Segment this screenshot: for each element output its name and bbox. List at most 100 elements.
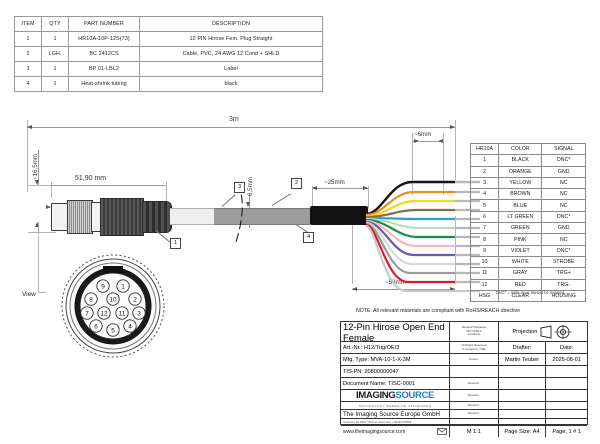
view-label: View xyxy=(22,291,36,298)
view-leader-line2 xyxy=(38,292,46,293)
wire-header-color: COLOR xyxy=(498,142,543,156)
table-row: 11 GRAY TRG+ xyxy=(469,267,586,280)
dim-ext-6mm-b xyxy=(443,133,444,195)
rohs-note: NOTE: All relevant materials are complia… xyxy=(356,308,521,314)
bom-header-item: ITEM xyxy=(14,16,42,32)
bom-cell-part-number: BP 01-LBL2 xyxy=(68,61,140,77)
projection-label: Projection xyxy=(512,328,538,335)
svg-text:7: 7 xyxy=(85,310,89,317)
heat-shrink-tubing xyxy=(310,206,368,225)
wire-color: ORANGE xyxy=(498,165,543,178)
revision-value-3 xyxy=(499,402,547,409)
wire-color: WHITE xyxy=(498,255,543,269)
logo-source: SOURCE xyxy=(395,390,435,401)
svg-text:10: 10 xyxy=(109,296,117,303)
svg-text:12: 12 xyxy=(100,310,108,317)
title-block: 12-Pin Hirose Open End Female General To… xyxy=(340,321,588,437)
logo-imaging: IMAGING xyxy=(356,390,396,401)
dim-arrow-65-down xyxy=(246,202,251,207)
company-address-cell: Overseer 18 28217 Bremen/Germany +494211… xyxy=(341,419,451,425)
bom-cell-part-number: BC 2412CS xyxy=(68,46,140,62)
wire-pin: 12 xyxy=(469,278,500,291)
svg-text:1: 1 xyxy=(121,283,125,290)
website-url[interactable]: www.theimagingsource.com xyxy=(343,428,406,435)
title-block-row-logo1: IMAGINGSOURCE Revision: xyxy=(341,390,587,402)
tolerance-line-1: General Tolerance xyxy=(461,324,487,329)
tolerance-line-2: ISO 2768-1 xyxy=(466,328,482,333)
bom-cell-qty: 1 xyxy=(41,76,69,92)
dim-line-50 xyxy=(352,289,455,290)
title-block-row-company: The Imaging Source Europe GmbH Revision: xyxy=(341,410,587,419)
bom-cell-item: 2 xyxy=(14,46,42,62)
page-size: Page Size: A4 xyxy=(499,426,547,437)
balloon-2: 2 xyxy=(291,178,302,189)
wire-signal: NC xyxy=(541,233,586,246)
wire-color: BROWN xyxy=(498,188,543,201)
dim-ext-50-right xyxy=(455,216,456,284)
table-row: 10 WHITE STROBE xyxy=(469,255,586,269)
table-row: 3 YELLOW NC xyxy=(469,176,586,190)
bom-cell-description: Label xyxy=(139,61,323,77)
balloon-1: 1 xyxy=(170,238,181,249)
bom-header-row: ITEM QTY PART NUMBER DESCRIPTION xyxy=(14,16,323,32)
bom-cell-description: Cable, PVC, 24 AWG 12 Cond + SHLD xyxy=(139,46,323,62)
wire-pin: 8 xyxy=(469,233,500,246)
bom-cell-item: 4 xyxy=(14,76,42,92)
bom-cell-item: 3 xyxy=(14,61,42,77)
wire-pin: 5 xyxy=(469,199,500,212)
blank-cell-1 xyxy=(450,366,499,377)
revision-label-4: Revision: xyxy=(450,410,499,418)
wire-pin: 11 xyxy=(469,267,500,280)
view-leader-line xyxy=(38,236,39,292)
dim-ext-165-bot xyxy=(28,232,56,233)
wire-signal: TRG- xyxy=(541,278,586,291)
art-nr: Art.-Nr.: H12/Trig/OE/3 xyxy=(341,342,451,353)
dim-ext-25-left xyxy=(312,186,313,208)
dim-ext-5190-left xyxy=(51,182,52,198)
website-cell[interactable]: www.theimagingsource.com xyxy=(341,426,451,437)
connector-coupling-ring xyxy=(67,200,93,234)
dim-arrow-25-right xyxy=(363,185,368,190)
bom-header-description: DESCRIPTION xyxy=(139,16,323,32)
wire-signal: STROBE xyxy=(541,255,586,269)
page-number: Page: 1 # 1 xyxy=(552,428,581,435)
spacer-cell-b xyxy=(499,419,547,425)
title-block-row-address: Overseer 18 28217 Bremen/Germany +494211… xyxy=(341,419,587,425)
bom-cell-description: black xyxy=(139,76,323,92)
dim-ext-left-3m xyxy=(27,120,28,192)
wire-color: PINK xyxy=(498,233,543,246)
revision-date-2 xyxy=(546,390,587,401)
copyright-line-2: Copyright by TISE xyxy=(462,346,486,351)
dim-ext-5190-right xyxy=(166,182,167,202)
dim-line-165 xyxy=(38,150,39,185)
dim-label-strip-length: ~6mm xyxy=(414,131,432,138)
title-block-row-tagline: TECHNOLOGY BASED ON STANDARDS Revision: xyxy=(341,402,587,410)
bom-cell-description: 12 PIN Hirose Fem. Plug Straight xyxy=(139,31,323,47)
date-value: 2025-08-01 xyxy=(552,356,581,363)
wire-color: CLEAR xyxy=(498,289,543,303)
dim-line-6mm xyxy=(412,141,443,142)
title-block-row-title: 12-Pin Hirose Open End Female General To… xyxy=(341,322,587,342)
spacer-cell-a xyxy=(450,419,499,425)
table-row: 9 VIOLET DNC* xyxy=(469,244,586,257)
tolerance-box: General Tolerance ISO 2768-1 (medium) xyxy=(450,322,499,341)
table-row: 8 PINK NC xyxy=(469,233,586,246)
cable-main xyxy=(214,208,310,225)
revision-value-1 xyxy=(499,378,547,389)
bom-cell-qty: LGH. xyxy=(41,46,69,62)
date-label: Date: xyxy=(559,344,574,351)
wire-signal: GND xyxy=(541,222,586,235)
wire-header-row: HR10A COLOR SIGNAL xyxy=(469,142,586,156)
scale-value: M 1:1 xyxy=(450,426,499,437)
bom-table: ITEM QTY PART NUMBER DESCRIPTION 1 1 HR1… xyxy=(14,16,323,92)
projection-box: Projection xyxy=(499,322,587,341)
dim-arrow-165 xyxy=(35,180,40,185)
connector-body xyxy=(100,198,144,236)
first-angle-projection-icon xyxy=(540,324,573,339)
wire-pin: 7 xyxy=(469,222,500,235)
revision-value-2 xyxy=(499,390,547,401)
dim-line-165-lower xyxy=(38,222,39,234)
dim-label-connector-length: 51,90 mm xyxy=(75,175,107,182)
wire-signal: DNC* xyxy=(541,154,586,167)
balloon-leader-2 xyxy=(271,193,291,206)
